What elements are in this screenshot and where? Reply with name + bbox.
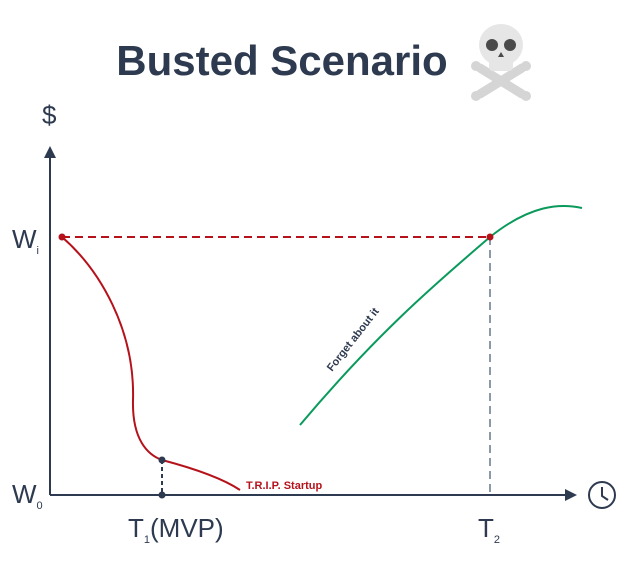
point: [158, 491, 166, 499]
y-axis-label: $: [42, 100, 57, 130]
y-arrow: [44, 146, 56, 158]
y-tick-wi: Wi: [12, 224, 39, 257]
trip-label: T.R.I.P. Startup: [246, 480, 322, 492]
point: [158, 456, 166, 464]
point: [486, 233, 494, 241]
title: Busted Scenario: [116, 37, 447, 84]
point: [58, 233, 66, 241]
clock-icon: [588, 481, 616, 509]
x-tick-t1: T1(MVP): [128, 513, 224, 546]
trip-curve: [61, 236, 241, 491]
y-tick-w0: W0: [12, 479, 43, 512]
x-arrow: [565, 489, 577, 501]
skull-icon: [471, 24, 531, 101]
forget-curve: [299, 204, 583, 426]
x-tick-t2: T2: [478, 513, 500, 546]
